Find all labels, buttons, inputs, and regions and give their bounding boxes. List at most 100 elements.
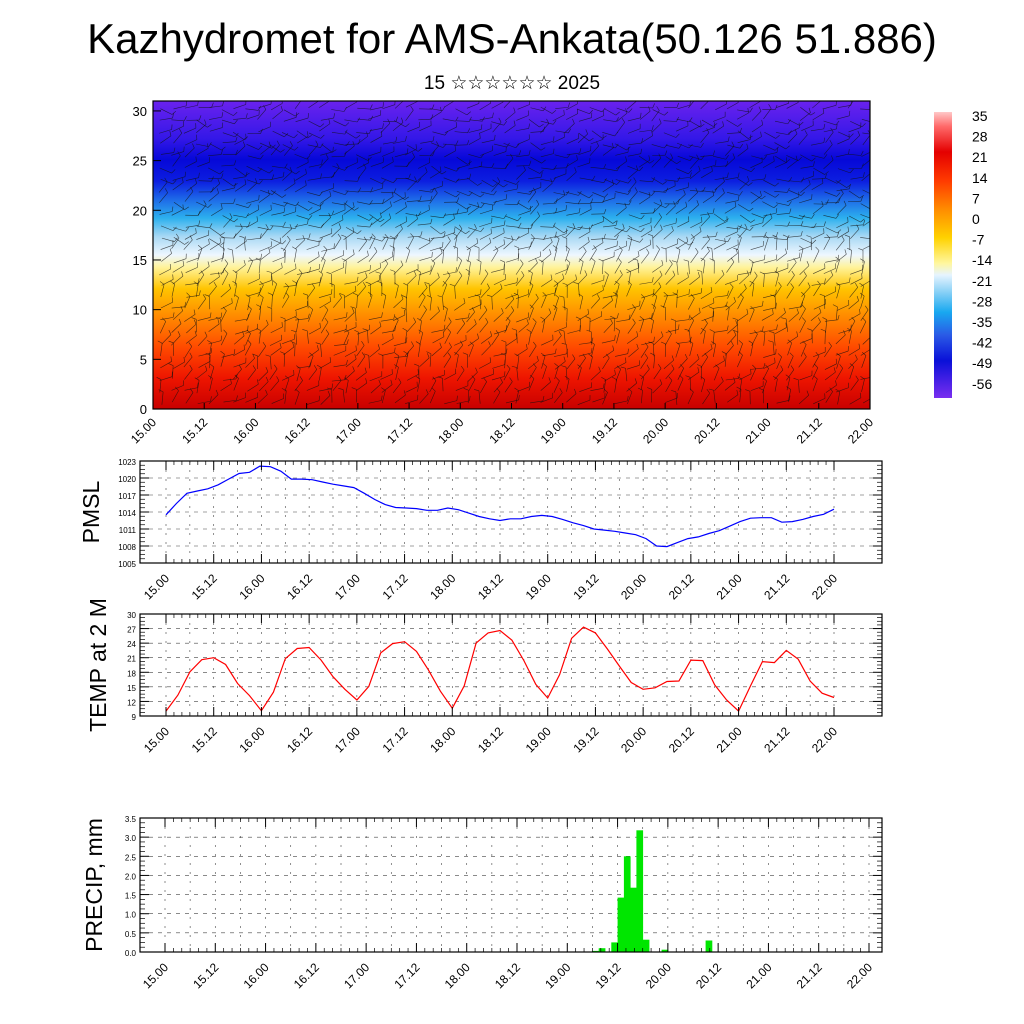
wind-barb [566,171,577,181]
wind-barb-flag [860,292,865,297]
wind-barb-flag [749,107,753,113]
wind-barb-flag [632,318,636,324]
wind-barb [862,337,870,345]
wind-barb [467,249,471,263]
wind-barb [294,283,297,297]
temp-x-tick-label: 16.12 [284,724,315,755]
wind-barb [604,317,618,321]
wind-barb [860,377,870,380]
wind-barb [479,261,482,275]
wind-barb [602,300,613,309]
wind-barb-flag [200,270,205,275]
wind-barb [161,391,164,405]
wind-barb-flag [800,191,805,196]
wind-barb-flag [243,260,246,266]
wind-barb [504,158,514,169]
colorbar-tick-label: -28 [972,293,992,309]
wind-barb-flag [627,348,629,354]
wind-barb-flag [210,396,212,402]
wind-barb-flag [245,172,250,176]
wind-barb-flag [379,321,382,327]
wind-barb [481,345,491,356]
wind-barb-flag [346,359,348,365]
wind-barb [739,389,742,403]
wind-barb [578,241,590,250]
wind-barb [825,319,828,333]
wind-barb [590,298,600,309]
wind-barb-flag [394,282,399,286]
wind-barb-flag [627,190,631,195]
wind-barb [172,176,186,181]
wind-barb-flag [575,316,581,320]
wind-barb [284,249,286,263]
wind-barb [381,352,395,356]
wind-barb [184,139,198,146]
wind-barb-flag [563,190,565,196]
wind-barb-flag [577,364,582,368]
wind-barb-flag [398,378,402,383]
wind-barb [724,206,737,214]
wind-barb-flag [780,365,784,371]
wind-barb [196,119,208,128]
wind-barb [443,218,455,226]
wind-barb-flag [704,319,708,324]
wind-barb [282,226,296,229]
wind-barb-flag [179,128,183,134]
wind-barb [736,112,749,120]
wind-barb [431,329,445,333]
wind-barb [700,212,714,216]
wind-barb-flag [454,351,459,356]
wind-barb [774,162,787,168]
wind-barb-flag [320,173,322,179]
wind-barb-flag [492,112,494,118]
wind-barb [271,165,285,169]
wind-barb-flag [269,169,274,174]
wind-barb [727,286,734,299]
wind-barb-flag [194,377,200,381]
wind-barb-flag [415,213,418,219]
wind-barb-flag [738,340,743,344]
wind-barb-flag [859,282,864,287]
wind-barb-flag [737,234,742,238]
wind-barb-flag [752,364,757,369]
wind-barb [737,204,750,212]
wind-barb-flag [785,374,791,378]
wind-barb-flag [820,95,822,100]
wind-barb [493,382,503,393]
wind-barb [529,400,543,404]
wind-barb [221,109,234,116]
temp-grid [140,614,882,716]
wind-barb [393,264,404,275]
wind-barb [395,206,407,215]
wind-barb [247,369,256,381]
wind-barb [331,227,342,238]
wind-barb-flag [685,375,691,378]
wind-barb [737,109,750,113]
wind-barb [220,302,233,310]
wind-barb [171,323,182,333]
wind-barb [393,196,406,204]
wind-barb [810,312,822,322]
section-y-tick-label: 10 [133,303,147,318]
wind-barb [381,338,394,346]
wind-barb-flag [266,319,269,325]
wind-barb-flag [247,339,252,345]
wind-barb [209,116,222,120]
colorbar-tick-label: -42 [972,335,992,351]
wind-barb [183,239,193,250]
wind-barb [751,334,758,346]
wind-barb [258,194,270,203]
wind-barb [812,351,826,358]
wind-barb [344,290,357,298]
wind-barb-flag [683,189,686,195]
section-x-tick-label: 22.00 [845,415,876,446]
wind-barb-flag [700,123,705,128]
wind-barb [405,353,409,367]
wind-barb [763,362,776,369]
wind-barb-flag [649,160,655,164]
wind-barb-flag [737,101,739,103]
wind-barb-flag [222,101,225,106]
wind-barb [737,288,747,299]
wind-barb [825,227,838,234]
wind-barb-flag [210,312,212,318]
